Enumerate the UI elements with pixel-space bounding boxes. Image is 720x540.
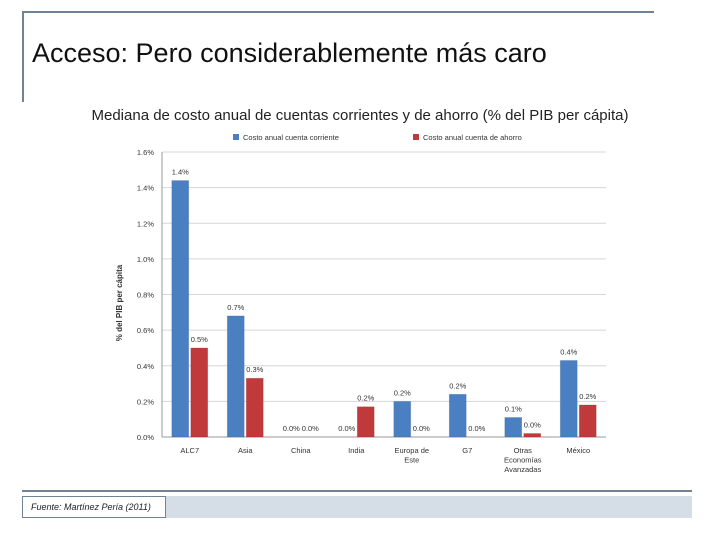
bar-corriente xyxy=(559,359,578,438)
bar-chart: 0.0% 0.2% 0.4% 0.6% 0.8% 1.0% 1.2% 1.4% 1.6% ALC7… xyxy=(115,133,606,474)
y-tick-label: 0.0% xyxy=(137,433,154,442)
x-tick-label: China xyxy=(291,446,311,455)
data-label: 0.0% xyxy=(524,420,541,429)
y-tick-label: 1.2% xyxy=(137,219,154,228)
bar-corriente xyxy=(393,400,412,438)
data-label: 0.2% xyxy=(357,394,374,403)
y-tick-label: 0.8% xyxy=(137,291,154,300)
x-tick-label: ALC7 xyxy=(180,446,199,455)
data-label: 0.2% xyxy=(449,381,466,390)
y-tick-label: 0.2% xyxy=(137,397,154,406)
legend-swatch xyxy=(233,134,239,140)
y-tick-label: 0.4% xyxy=(137,362,154,371)
bar-corriente xyxy=(504,416,523,438)
x-tick-label: Europa de Este xyxy=(394,446,429,465)
source-note: Fuente: Martínez Pería (2011) xyxy=(22,496,166,518)
data-label: 0.3% xyxy=(246,365,263,374)
data-label: 0.0% xyxy=(413,424,430,433)
slide-title: Acceso: Pero considerablemente más caro xyxy=(32,38,547,68)
footer-bar xyxy=(166,496,692,518)
bar-ahorro xyxy=(523,432,542,438)
bar-ahorro xyxy=(356,406,375,438)
y-tick-label: 0.6% xyxy=(137,326,154,335)
label-layer: 1.4%0.5%0.7%0.3%0.0% 0.0% 0.0%0.2%0.2%0.0%… xyxy=(172,168,597,434)
bar-ahorro xyxy=(245,377,264,438)
data-label: 1.4% xyxy=(172,168,189,177)
data-label: 0.1% xyxy=(505,404,522,413)
data-label: 0.7% xyxy=(227,303,244,312)
data-label: 0.0% xyxy=(302,424,319,433)
footer-divider xyxy=(22,490,692,492)
bar-corriente xyxy=(448,393,467,438)
bar-layer xyxy=(171,180,597,438)
frame-left-line xyxy=(22,11,24,102)
legend-swatch xyxy=(413,134,419,140)
data-label: 0.0% xyxy=(283,424,300,433)
legend-label: Costo anual cuenta de ahorro xyxy=(423,133,522,142)
bar-corriente xyxy=(226,315,245,438)
data-label: 0.4% xyxy=(560,347,577,356)
legend: Costo anual cuenta corriente Costo anual … xyxy=(233,133,522,142)
data-label: 0.0% xyxy=(338,424,355,433)
y-tick-label: 1.4% xyxy=(137,184,154,193)
data-label: 0.0% xyxy=(468,424,485,433)
chart-title: Mediana de costo anual de cuentas corrie… xyxy=(91,107,629,124)
y-tick-label: 1.6% xyxy=(137,148,154,157)
x-tick-label: India xyxy=(348,446,365,455)
bar-ahorro xyxy=(578,404,597,438)
data-label: 0.5% xyxy=(191,335,208,344)
x-tick-label: México xyxy=(566,446,590,455)
bar-ahorro xyxy=(190,347,209,438)
legend-label: Costo anual cuenta corriente xyxy=(243,133,339,142)
x-tick-label: Asia xyxy=(238,446,253,455)
y-axis-label: % del PIB per cápita xyxy=(115,264,124,341)
data-label: 0.2% xyxy=(579,392,596,401)
x-tick-label: G7 xyxy=(462,446,472,455)
x-tick-label: Otras Economías Avanzadas xyxy=(504,446,542,474)
data-label: 0.2% xyxy=(394,388,411,397)
bar-corriente xyxy=(171,180,190,438)
y-tick-label: 1.0% xyxy=(137,255,154,264)
frame-top-line xyxy=(22,11,654,13)
